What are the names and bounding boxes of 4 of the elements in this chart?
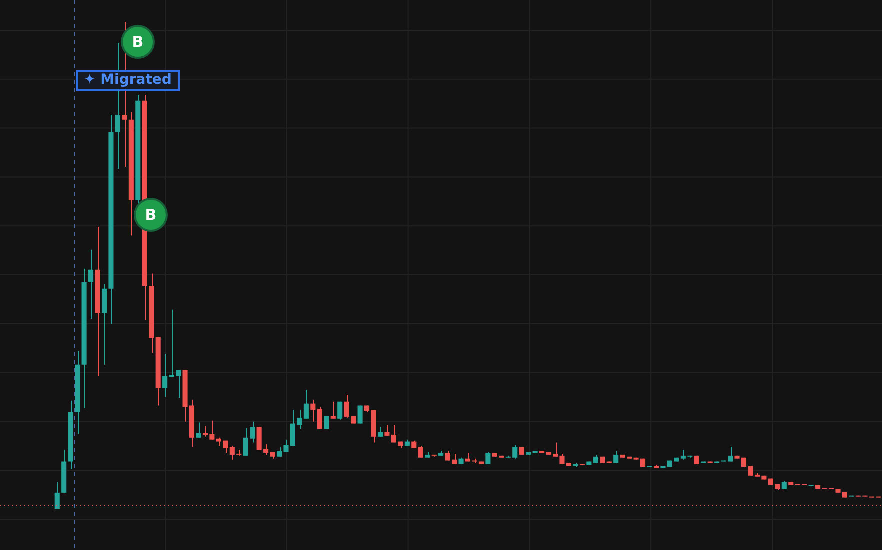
annotation: B [123,27,153,57]
annotation: ✦ Migrated [76,70,180,91]
candlestick [196,422,202,438]
annotation: B [136,200,166,230]
